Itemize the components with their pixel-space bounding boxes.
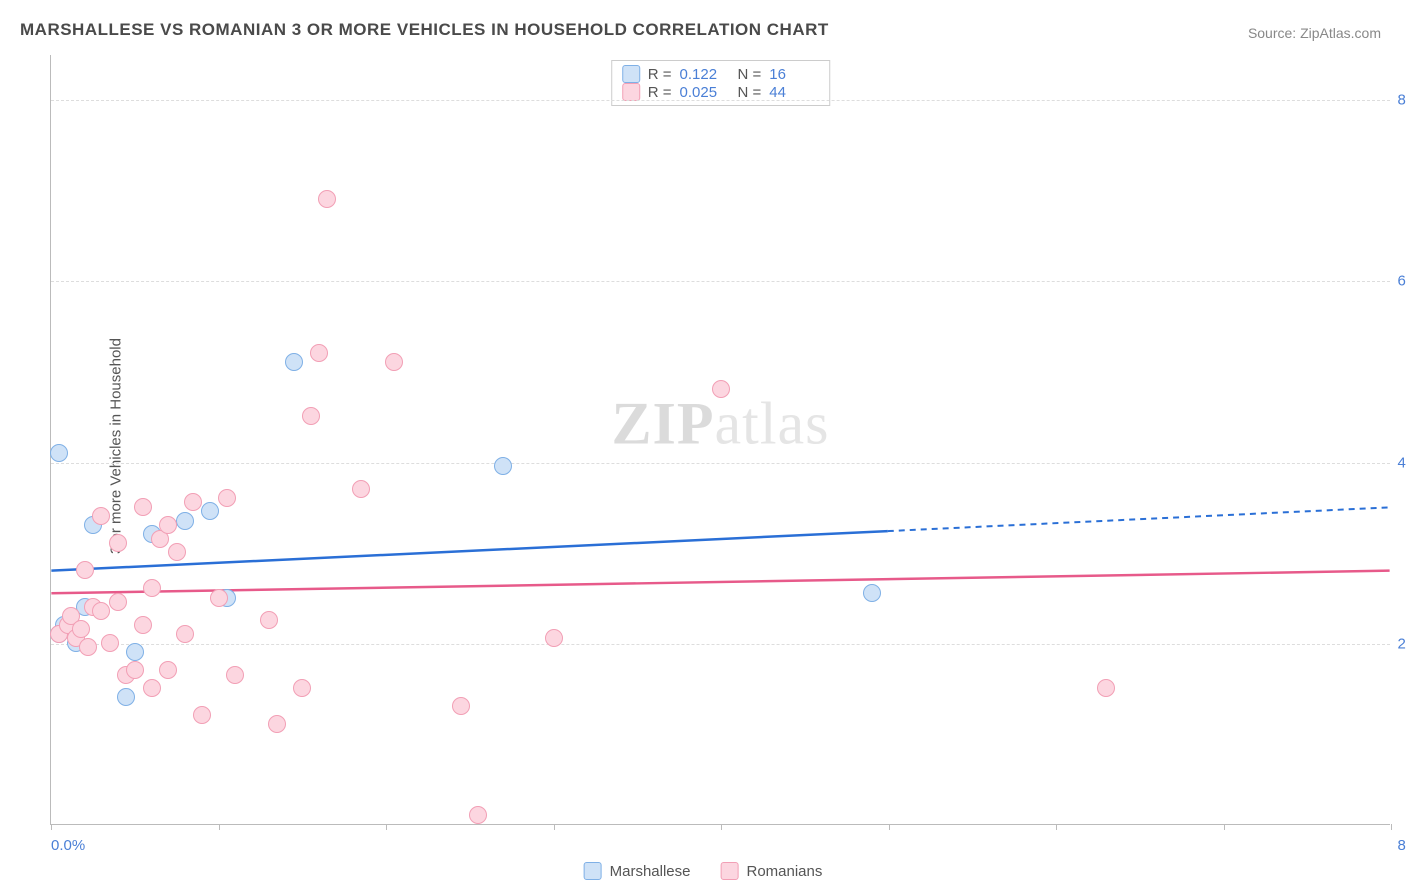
- trend-lines-svg: [51, 55, 1390, 824]
- x-tick: [889, 824, 890, 830]
- data-point: [302, 407, 320, 425]
- x-tick: [219, 824, 220, 830]
- data-point: [159, 661, 177, 679]
- x-tick: [386, 824, 387, 830]
- data-point: [1097, 679, 1115, 697]
- series-swatch-icon: [622, 65, 640, 83]
- watermark-light: atlas: [715, 391, 830, 457]
- y-tick-label: 20.0%: [1395, 635, 1406, 652]
- data-point: [201, 502, 219, 520]
- x-axis-min-label: 0.0%: [51, 837, 85, 854]
- data-point: [385, 353, 403, 371]
- data-point: [72, 620, 90, 638]
- data-point: [352, 480, 370, 498]
- data-point: [176, 625, 194, 643]
- y-tick-label: 80.0%: [1395, 92, 1406, 109]
- data-point: [494, 457, 512, 475]
- n-label: N =: [738, 66, 762, 83]
- data-point: [117, 688, 135, 706]
- x-axis-max-label: 80.0%: [1397, 837, 1406, 854]
- n-value: 44: [769, 84, 819, 101]
- data-point: [109, 534, 127, 552]
- chart-plot-area: ZIPatlas R =0.122N =16R =0.025N =44 0.0%…: [50, 55, 1390, 825]
- data-point: [210, 589, 228, 607]
- data-point: [168, 543, 186, 561]
- chart-title: MARSHALLESE VS ROMANIAN 3 OR MORE VEHICL…: [20, 20, 829, 40]
- watermark-bold: ZIP: [612, 391, 715, 457]
- data-point: [176, 512, 194, 530]
- data-point: [293, 679, 311, 697]
- r-label: R =: [648, 66, 672, 83]
- n-value: 16: [769, 66, 819, 83]
- data-point: [285, 353, 303, 371]
- data-point: [126, 643, 144, 661]
- n-label: N =: [738, 84, 762, 101]
- data-point: [310, 344, 328, 362]
- data-point: [545, 629, 563, 647]
- data-point: [159, 516, 177, 534]
- x-tick: [1391, 824, 1392, 830]
- data-point: [469, 806, 487, 824]
- data-point: [92, 507, 110, 525]
- y-tick-label: 60.0%: [1395, 273, 1406, 290]
- data-point: [863, 584, 881, 602]
- data-point: [134, 498, 152, 516]
- data-point: [109, 593, 127, 611]
- data-point: [218, 489, 236, 507]
- y-tick-label: 40.0%: [1395, 454, 1406, 471]
- data-point: [92, 602, 110, 620]
- x-tick: [51, 824, 52, 830]
- x-tick: [1056, 824, 1057, 830]
- r-value: 0.122: [680, 66, 730, 83]
- data-point: [126, 661, 144, 679]
- data-point: [712, 380, 730, 398]
- stats-row: R = 0.025 N = 44: [622, 83, 820, 101]
- legend-item: Romanians: [721, 862, 823, 880]
- data-point: [143, 579, 161, 597]
- stats-legend-box: R = 0.122 N = 16 R = 0.025 N = 44: [611, 60, 831, 106]
- r-label: R =: [648, 84, 672, 101]
- data-point: [143, 679, 161, 697]
- data-point: [452, 697, 470, 715]
- x-tick: [554, 824, 555, 830]
- legend-swatch-icon: [584, 862, 602, 880]
- legend-label: Romanians: [747, 863, 823, 880]
- x-tick: [1224, 824, 1225, 830]
- data-point: [193, 706, 211, 724]
- gridline: [51, 100, 1390, 101]
- gridline: [51, 644, 1390, 645]
- gridline: [51, 281, 1390, 282]
- data-point: [184, 493, 202, 511]
- data-point: [101, 634, 119, 652]
- source-label: Source: ZipAtlas.com: [1248, 25, 1381, 41]
- series-swatch-icon: [622, 83, 640, 101]
- legend-label: Marshallese: [610, 863, 691, 880]
- data-point: [76, 561, 94, 579]
- data-point: [134, 616, 152, 634]
- data-point: [50, 444, 68, 462]
- legend-swatch-icon: [721, 862, 739, 880]
- x-tick: [721, 824, 722, 830]
- data-point: [268, 715, 286, 733]
- data-point: [226, 666, 244, 684]
- data-point: [260, 611, 278, 629]
- stats-row: R = 0.122 N = 16: [622, 65, 820, 83]
- data-point: [318, 190, 336, 208]
- data-point: [79, 638, 97, 656]
- gridline: [51, 463, 1390, 464]
- watermark: ZIPatlas: [612, 390, 830, 459]
- bottom-legend: Marshallese Romanians: [584, 862, 823, 880]
- r-value: 0.025: [680, 84, 730, 101]
- legend-item: Marshallese: [584, 862, 691, 880]
